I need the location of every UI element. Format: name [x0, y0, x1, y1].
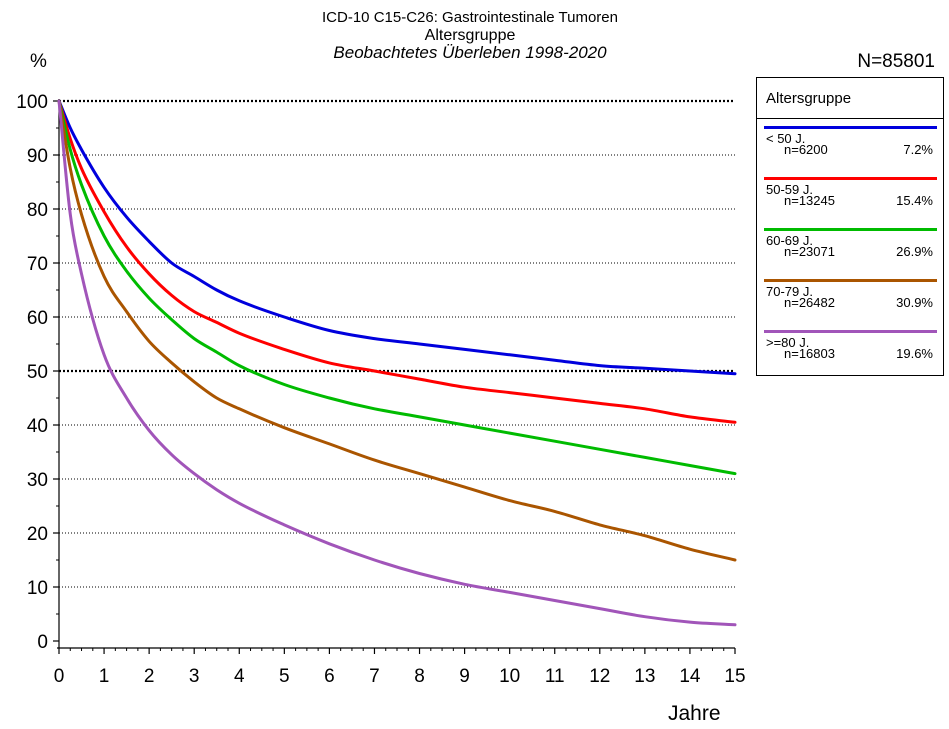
legend-count: n=16803 — [784, 346, 835, 361]
legend-count: n=13245 — [784, 193, 835, 208]
chart-title-line2: Altersgruppe — [424, 27, 516, 44]
legend-count: n=23071 — [784, 244, 835, 259]
legend-swatch — [764, 279, 937, 282]
legend-count: n=6200 — [784, 142, 828, 157]
series-line-1 — [57, 99, 737, 424]
gridlines — [59, 99, 735, 588]
x-tick-label: 10 — [499, 666, 520, 687]
x-tick-label: 7 — [369, 666, 380, 687]
chart-subtitle: Beobachtetes Überleben 1998-2020 — [333, 43, 607, 62]
series-lines — [57, 99, 737, 627]
y-tick-label: 40 — [27, 416, 48, 437]
legend-divider — [757, 118, 943, 119]
legend-item-70-79: 70-79 J. n=26482 30.9% — [757, 279, 943, 329]
legend-title: Altersgruppe — [766, 90, 852, 107]
x-tick-label: 15 — [724, 666, 745, 687]
y-tick-label: 10 — [27, 578, 48, 599]
y-tick-label: 90 — [27, 146, 48, 167]
x-tick-label: 5 — [279, 666, 290, 687]
series-line-2 — [57, 99, 737, 476]
x-tick-label: 8 — [414, 666, 425, 687]
legend-swatch — [764, 177, 937, 180]
legend-label: 70-79 J. — [766, 284, 813, 299]
x-axis-label: Jahre — [668, 702, 721, 725]
y-tick-label: 100 — [16, 92, 48, 113]
legend-label: 50-59 J. — [766, 182, 813, 197]
y-tick-label: 30 — [27, 470, 48, 491]
y-tick-label: 50 — [27, 362, 48, 383]
series-line-4 — [57, 99, 737, 627]
y-axis-unit: % — [30, 51, 47, 72]
x-tick-label: 13 — [634, 666, 655, 687]
legend: Altersgruppe < 50 J. n=6200 7.2% 50-59 J… — [756, 77, 944, 376]
legend-percent: 15.4% — [896, 193, 933, 208]
x-tick-label: 2 — [144, 666, 155, 687]
legend-percent: 19.6% — [896, 346, 933, 361]
legend-percent: 7.2% — [903, 142, 933, 157]
legend-percent: 30.9% — [896, 295, 933, 310]
legend-count: n=26482 — [784, 295, 835, 310]
total-count: N=85801 — [857, 51, 935, 72]
x-tick-label: 4 — [234, 666, 245, 687]
x-tick-label: 1 — [99, 666, 110, 687]
legend-item-50-59: 50-59 J. n=13245 15.4% — [757, 177, 943, 227]
x-tick-label: 0 — [54, 666, 65, 687]
legend-item-80-plus: >=80 J. n=16803 19.6% — [757, 330, 943, 380]
x-tick-label: 14 — [679, 666, 701, 687]
y-tick-label: 70 — [27, 254, 48, 275]
legend-label: < 50 J. — [766, 131, 806, 146]
legend-item-60-69: 60-69 J. n=23071 26.9% — [757, 228, 943, 278]
legend-label: >=80 J. — [766, 335, 810, 350]
legend-swatch — [764, 228, 937, 231]
legend-swatch — [764, 330, 937, 333]
x-tick-label: 6 — [324, 666, 335, 687]
x-tick-label: 3 — [189, 666, 200, 687]
legend-label: 60-69 J. — [766, 233, 813, 248]
chart-title: ICD-10 C15-C26: Gastrointestinale Tumore… — [322, 9, 618, 26]
x-tick-label: 9 — [459, 666, 470, 687]
y-tick-label: 20 — [27, 524, 48, 545]
legend-percent: 26.9% — [896, 244, 933, 259]
x-tick-label: 11 — [545, 666, 565, 687]
legend-swatch — [764, 126, 937, 129]
y-tick-label: 80 — [27, 200, 48, 221]
y-tick-label: 0 — [37, 632, 48, 653]
legend-item-under-50: < 50 J. n=6200 7.2% — [757, 126, 943, 176]
series-line-3 — [57, 99, 737, 562]
y-tick-label: 60 — [27, 308, 48, 329]
x-tick-label: 12 — [589, 666, 610, 687]
series-line-0 — [57, 99, 737, 376]
